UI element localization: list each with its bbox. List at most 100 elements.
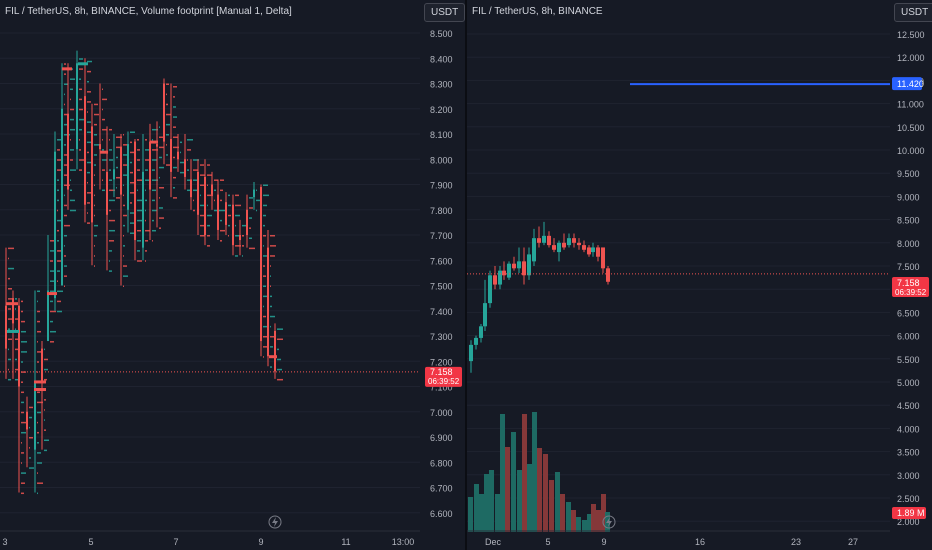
volume-bar — [601, 494, 606, 532]
footprint-level — [64, 73, 66, 75]
lightning-icon — [268, 515, 282, 529]
footprint-level — [200, 214, 206, 217]
footprint-chart[interactable]: 8.500 8.400 8.300 8.200 8.100 8.000 7.900 7.800… — [0, 0, 465, 550]
candle-body — [537, 238, 541, 243]
footprint-level — [94, 154, 97, 156]
footprint-body — [134, 141, 136, 241]
pane-divider[interactable] — [465, 0, 467, 550]
left-time-tick-label: 3 — [2, 537, 7, 547]
right-price-tick-label: 8.500 — [897, 216, 920, 226]
footprint-candle — [232, 194, 241, 257]
footprint-level — [15, 338, 19, 341]
volume-bar — [479, 494, 484, 532]
footprint-body — [197, 171, 199, 215]
footprint-level — [21, 452, 24, 454]
footprint-body — [190, 179, 192, 198]
volume-bar — [591, 504, 596, 532]
footprint-level — [130, 192, 135, 194]
footprint-level — [166, 134, 169, 136]
footprint-level — [15, 378, 18, 381]
footprint-level — [50, 280, 54, 282]
price-candle — [502, 261, 506, 280]
footprint-candle — [91, 103, 100, 267]
footprint-level — [87, 181, 88, 184]
volume-bar — [505, 447, 510, 532]
left-last-price-value: 7.158 — [430, 367, 453, 377]
footprint-level — [21, 300, 23, 303]
footprint-level — [159, 227, 161, 229]
footprint-candle — [156, 121, 164, 229]
footprint-level — [94, 103, 98, 106]
footprint-level — [57, 149, 60, 151]
footprint-block — [6, 302, 18, 306]
footprint-level — [79, 128, 82, 131]
footprint-level — [29, 437, 33, 439]
right-currency-button[interactable]: USDT — [894, 3, 932, 22]
footprint-level — [102, 118, 105, 121]
footprint-body — [149, 141, 151, 190]
footprint-level — [235, 204, 241, 207]
footprint-body — [106, 171, 108, 215]
footprint-level — [102, 108, 103, 111]
footprint-level — [220, 219, 222, 222]
footprint-level — [64, 245, 65, 247]
right-price-tick-label: 9.500 — [897, 169, 920, 179]
footprint-level — [277, 368, 282, 371]
volume-bar — [474, 484, 479, 532]
footprint-level — [102, 98, 107, 101]
right-price-tick-label: 5.000 — [897, 378, 920, 388]
volume-bar — [522, 414, 527, 532]
footprint-level — [228, 194, 230, 197]
footprint-level — [123, 204, 125, 207]
footprint-level — [8, 348, 9, 351]
footprint-level — [173, 136, 178, 139]
footprint-level — [64, 214, 67, 217]
footprint-level — [116, 166, 118, 169]
price-candle — [483, 279, 487, 331]
price-candle — [488, 270, 492, 308]
footprint-level — [64, 255, 66, 257]
footprint-level — [37, 391, 40, 394]
left-price-tick-label: 7.300 — [430, 332, 453, 342]
footprint-level — [15, 308, 16, 310]
footprint-level — [263, 255, 269, 257]
footprint-level — [37, 431, 39, 434]
footprint-level — [173, 197, 177, 199]
footprint-level — [130, 222, 134, 224]
footprint-level — [8, 257, 9, 260]
footprint-level — [145, 159, 149, 161]
left-price-tick-label: 8.400 — [430, 54, 453, 64]
footprint-level — [87, 101, 91, 103]
footprint-level — [256, 209, 257, 212]
footprint-level — [102, 149, 104, 151]
footprint-level — [166, 123, 170, 126]
footprint-level — [152, 229, 156, 232]
candle-body — [483, 303, 487, 327]
footprint-level — [270, 285, 271, 287]
candle-body — [527, 254, 531, 276]
footprint-level — [263, 275, 266, 277]
footprint-level — [130, 141, 132, 144]
footprint-level — [159, 156, 162, 159]
footprint-level — [137, 139, 139, 141]
footprint-level — [116, 146, 120, 149]
footprint-level — [152, 179, 158, 181]
footprint-level — [21, 431, 26, 434]
footprint-level — [277, 358, 281, 361]
footprint-level — [64, 63, 66, 65]
footprint-level — [57, 139, 63, 141]
footprint-block — [78, 62, 88, 66]
footprint-level — [87, 202, 90, 204]
footprint-level — [249, 217, 252, 219]
candlestick-chart[interactable]: 12.50012.00011.50011.00010.50010.0009.50… — [467, 0, 932, 550]
price-candle — [562, 233, 566, 250]
footprint-chart-panel[interactable]: 8.500 8.400 8.300 8.200 8.100 8.000 7.900 7.800… — [0, 0, 465, 550]
footprint-level — [145, 260, 146, 262]
footprint-level — [123, 255, 124, 257]
footprint-level — [57, 159, 62, 161]
footprint-level — [242, 224, 246, 227]
footprint-level — [37, 330, 41, 333]
candlestick-chart-panel[interactable]: 12.50012.00011.50011.00010.50010.0009.50… — [467, 0, 932, 550]
left-currency-button[interactable]: USDT — [424, 3, 465, 22]
footprint-level — [29, 406, 33, 409]
